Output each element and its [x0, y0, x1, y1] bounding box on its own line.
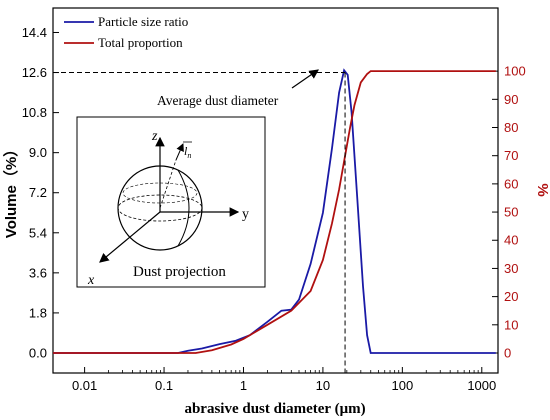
right-y-axis: 0 10 20 30 40 50 60 70 80 90 100	[492, 64, 526, 360]
left-y-tick-label-8: 14.4	[22, 25, 47, 40]
right-y-tick-label-1: 10	[504, 317, 518, 332]
inset-label-x: x	[87, 273, 95, 288]
right-y-tick-label-4: 40	[504, 233, 518, 248]
inset-label-y: y	[242, 207, 249, 222]
left-y-tick-label-3: 5.4	[29, 225, 47, 240]
right-y-tick-label-8: 80	[504, 120, 518, 135]
inset-frame	[76, 116, 266, 288]
left-y-axis: 0.0 1.8 3.6 5.4 7.2 9.0 10.8 12.6 14.4	[22, 25, 59, 360]
right-y-tick-label-9: 90	[504, 92, 518, 107]
legend-label-particle-size-ratio: Particle size ratio	[98, 14, 188, 29]
x-tick-label-4: 100	[391, 378, 413, 393]
x-tick-label-3: 10	[316, 378, 330, 393]
left-y-tick-label-4: 7.2	[29, 185, 47, 200]
x-axis: 0.01 0.1 1 10 100 1000	[72, 367, 496, 393]
left-y-axis-label: Volume（%）	[2, 142, 20, 238]
right-y-axis-label: %	[534, 183, 550, 196]
right-y-tick-label-0: 0	[504, 345, 511, 360]
left-y-tick-label-0: 0.0	[29, 345, 47, 360]
left-y-tick-label-6: 10.8	[22, 105, 47, 120]
annotation-arrow	[291, 69, 319, 89]
x-tick-label-2: 1	[240, 378, 247, 393]
right-y-tick-label-3: 30	[504, 261, 518, 276]
left-y-tick-label-7: 12.6	[22, 65, 47, 80]
x-tick-label-5: 1000	[467, 378, 496, 393]
inset-dust-projection: z y x ln Dust projection	[76, 116, 266, 288]
series-line-total-proportion	[53, 70, 496, 354]
inset-latitude	[122, 182, 198, 204]
left-y-tick-label-1: 1.8	[29, 305, 47, 320]
inset-vector-line	[159, 159, 177, 209]
inset-vector-arrow	[175, 143, 184, 161]
legend-label-total-proportion: Total proportion	[98, 35, 183, 50]
plot-frame	[52, 7, 499, 374]
right-y-tick-label-5: 50	[504, 205, 518, 220]
inset-meridian	[177, 169, 190, 247]
left-y-tick-label-2: 3.6	[29, 265, 47, 280]
x-axis-label: abrasive dust diameter (μm)	[184, 401, 365, 417]
left-y-tick-label-5: 9.0	[29, 145, 47, 160]
inset-equator	[117, 194, 203, 222]
series-line-particle-size-ratio	[53, 68, 496, 354]
x-tick-label-0: 0.01	[72, 378, 97, 393]
right-y-tick-label-10: 100	[504, 64, 526, 79]
inset-label-z: z	[151, 129, 158, 144]
x-tick-label-1: 0.1	[155, 378, 173, 393]
right-y-tick-label-6: 60	[504, 176, 518, 191]
legend: Particle size ratio Total proportion	[64, 14, 188, 50]
inset-caption: Dust projection	[133, 264, 226, 280]
inset-label-vector: ln	[184, 144, 191, 160]
right-y-tick-label-7: 70	[504, 148, 518, 163]
annotation-average-dust-diameter: Average dust diameter	[157, 93, 279, 108]
right-y-tick-label-2: 20	[504, 289, 518, 304]
